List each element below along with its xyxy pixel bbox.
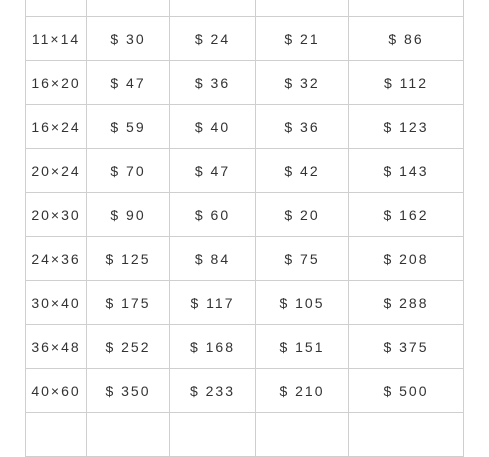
size-cell — [25, 0, 87, 17]
size-cell: 40×60 — [25, 368, 87, 413]
price-cell — [348, 412, 464, 457]
price-cell: $ 40 — [169, 104, 256, 149]
price-cell: $ 30 — [86, 16, 170, 61]
table-row: 11×14 $ 30 $ 24 $ 21 $ 86 — [25, 16, 464, 61]
table-row — [25, 0, 464, 17]
price-cell: $ 36 — [169, 60, 256, 105]
price-cell — [169, 0, 256, 17]
price-cell: $ 208 — [348, 236, 464, 281]
price-cell: $ 151 — [255, 324, 349, 369]
price-cell: $ 233 — [169, 368, 256, 413]
size-cell: 16×20 — [25, 60, 87, 105]
price-cell — [169, 412, 256, 457]
price-cell — [86, 0, 170, 17]
price-cell: $ 36 — [255, 104, 349, 149]
price-cell: $ 112 — [348, 60, 464, 105]
size-cell: 36×48 — [25, 324, 87, 369]
price-table-container: 11×14 $ 30 $ 24 $ 21 $ 86 16×20 $ 47 $ 3… — [25, 0, 464, 457]
price-cell: $ 75 — [255, 236, 349, 281]
price-cell: $ 59 — [86, 104, 170, 149]
price-cell: $ 210 — [255, 368, 349, 413]
price-cell — [348, 0, 464, 17]
price-cell: $ 42 — [255, 148, 349, 193]
price-cell: $ 86 — [348, 16, 464, 61]
price-cell: $ 125 — [86, 236, 170, 281]
price-cell: $ 20 — [255, 192, 349, 237]
table-row: 20×30 $ 90 $ 60 $ 20 $ 162 — [25, 192, 464, 237]
price-table: 11×14 $ 30 $ 24 $ 21 $ 86 16×20 $ 47 $ 3… — [25, 0, 464, 457]
price-cell: $ 24 — [169, 16, 256, 61]
table-row: 36×48 $ 252 $ 168 $ 151 $ 375 — [25, 324, 464, 369]
size-cell: 20×24 — [25, 148, 87, 193]
price-cell: $ 70 — [86, 148, 170, 193]
table-row: 16×24 $ 59 $ 40 $ 36 $ 123 — [25, 104, 464, 149]
price-cell: $ 117 — [169, 280, 256, 325]
price-cell: $ 162 — [348, 192, 464, 237]
price-cell: $ 32 — [255, 60, 349, 105]
table-row: 40×60 $ 350 $ 233 $ 210 $ 500 — [25, 368, 464, 413]
size-cell: 30×40 — [25, 280, 87, 325]
price-cell: $ 168 — [169, 324, 256, 369]
price-cell — [86, 412, 170, 457]
size-cell — [25, 412, 87, 457]
price-cell: $ 350 — [86, 368, 170, 413]
table-row: 16×20 $ 47 $ 36 $ 32 $ 112 — [25, 60, 464, 105]
size-cell: 24×36 — [25, 236, 87, 281]
size-cell: 16×24 — [25, 104, 87, 149]
price-cell: $ 84 — [169, 236, 256, 281]
price-cell: $ 90 — [86, 192, 170, 237]
price-cell: $ 288 — [348, 280, 464, 325]
price-cell: $ 252 — [86, 324, 170, 369]
table-row — [25, 412, 464, 457]
price-cell: $ 143 — [348, 148, 464, 193]
price-cell — [255, 412, 349, 457]
price-cell: $ 175 — [86, 280, 170, 325]
table-row: 24×36 $ 125 $ 84 $ 75 $ 208 — [25, 236, 464, 281]
price-cell: $ 21 — [255, 16, 349, 61]
price-cell — [255, 0, 349, 17]
price-cell: $ 375 — [348, 324, 464, 369]
price-cell: $ 105 — [255, 280, 349, 325]
table-row: 20×24 $ 70 $ 47 $ 42 $ 143 — [25, 148, 464, 193]
price-cell: $ 60 — [169, 192, 256, 237]
price-cell: $ 47 — [86, 60, 170, 105]
price-cell: $ 500 — [348, 368, 464, 413]
price-cell: $ 123 — [348, 104, 464, 149]
price-cell: $ 47 — [169, 148, 256, 193]
table-row: 30×40 $ 175 $ 117 $ 105 $ 288 — [25, 280, 464, 325]
size-cell: 11×14 — [25, 16, 87, 61]
size-cell: 20×30 — [25, 192, 87, 237]
